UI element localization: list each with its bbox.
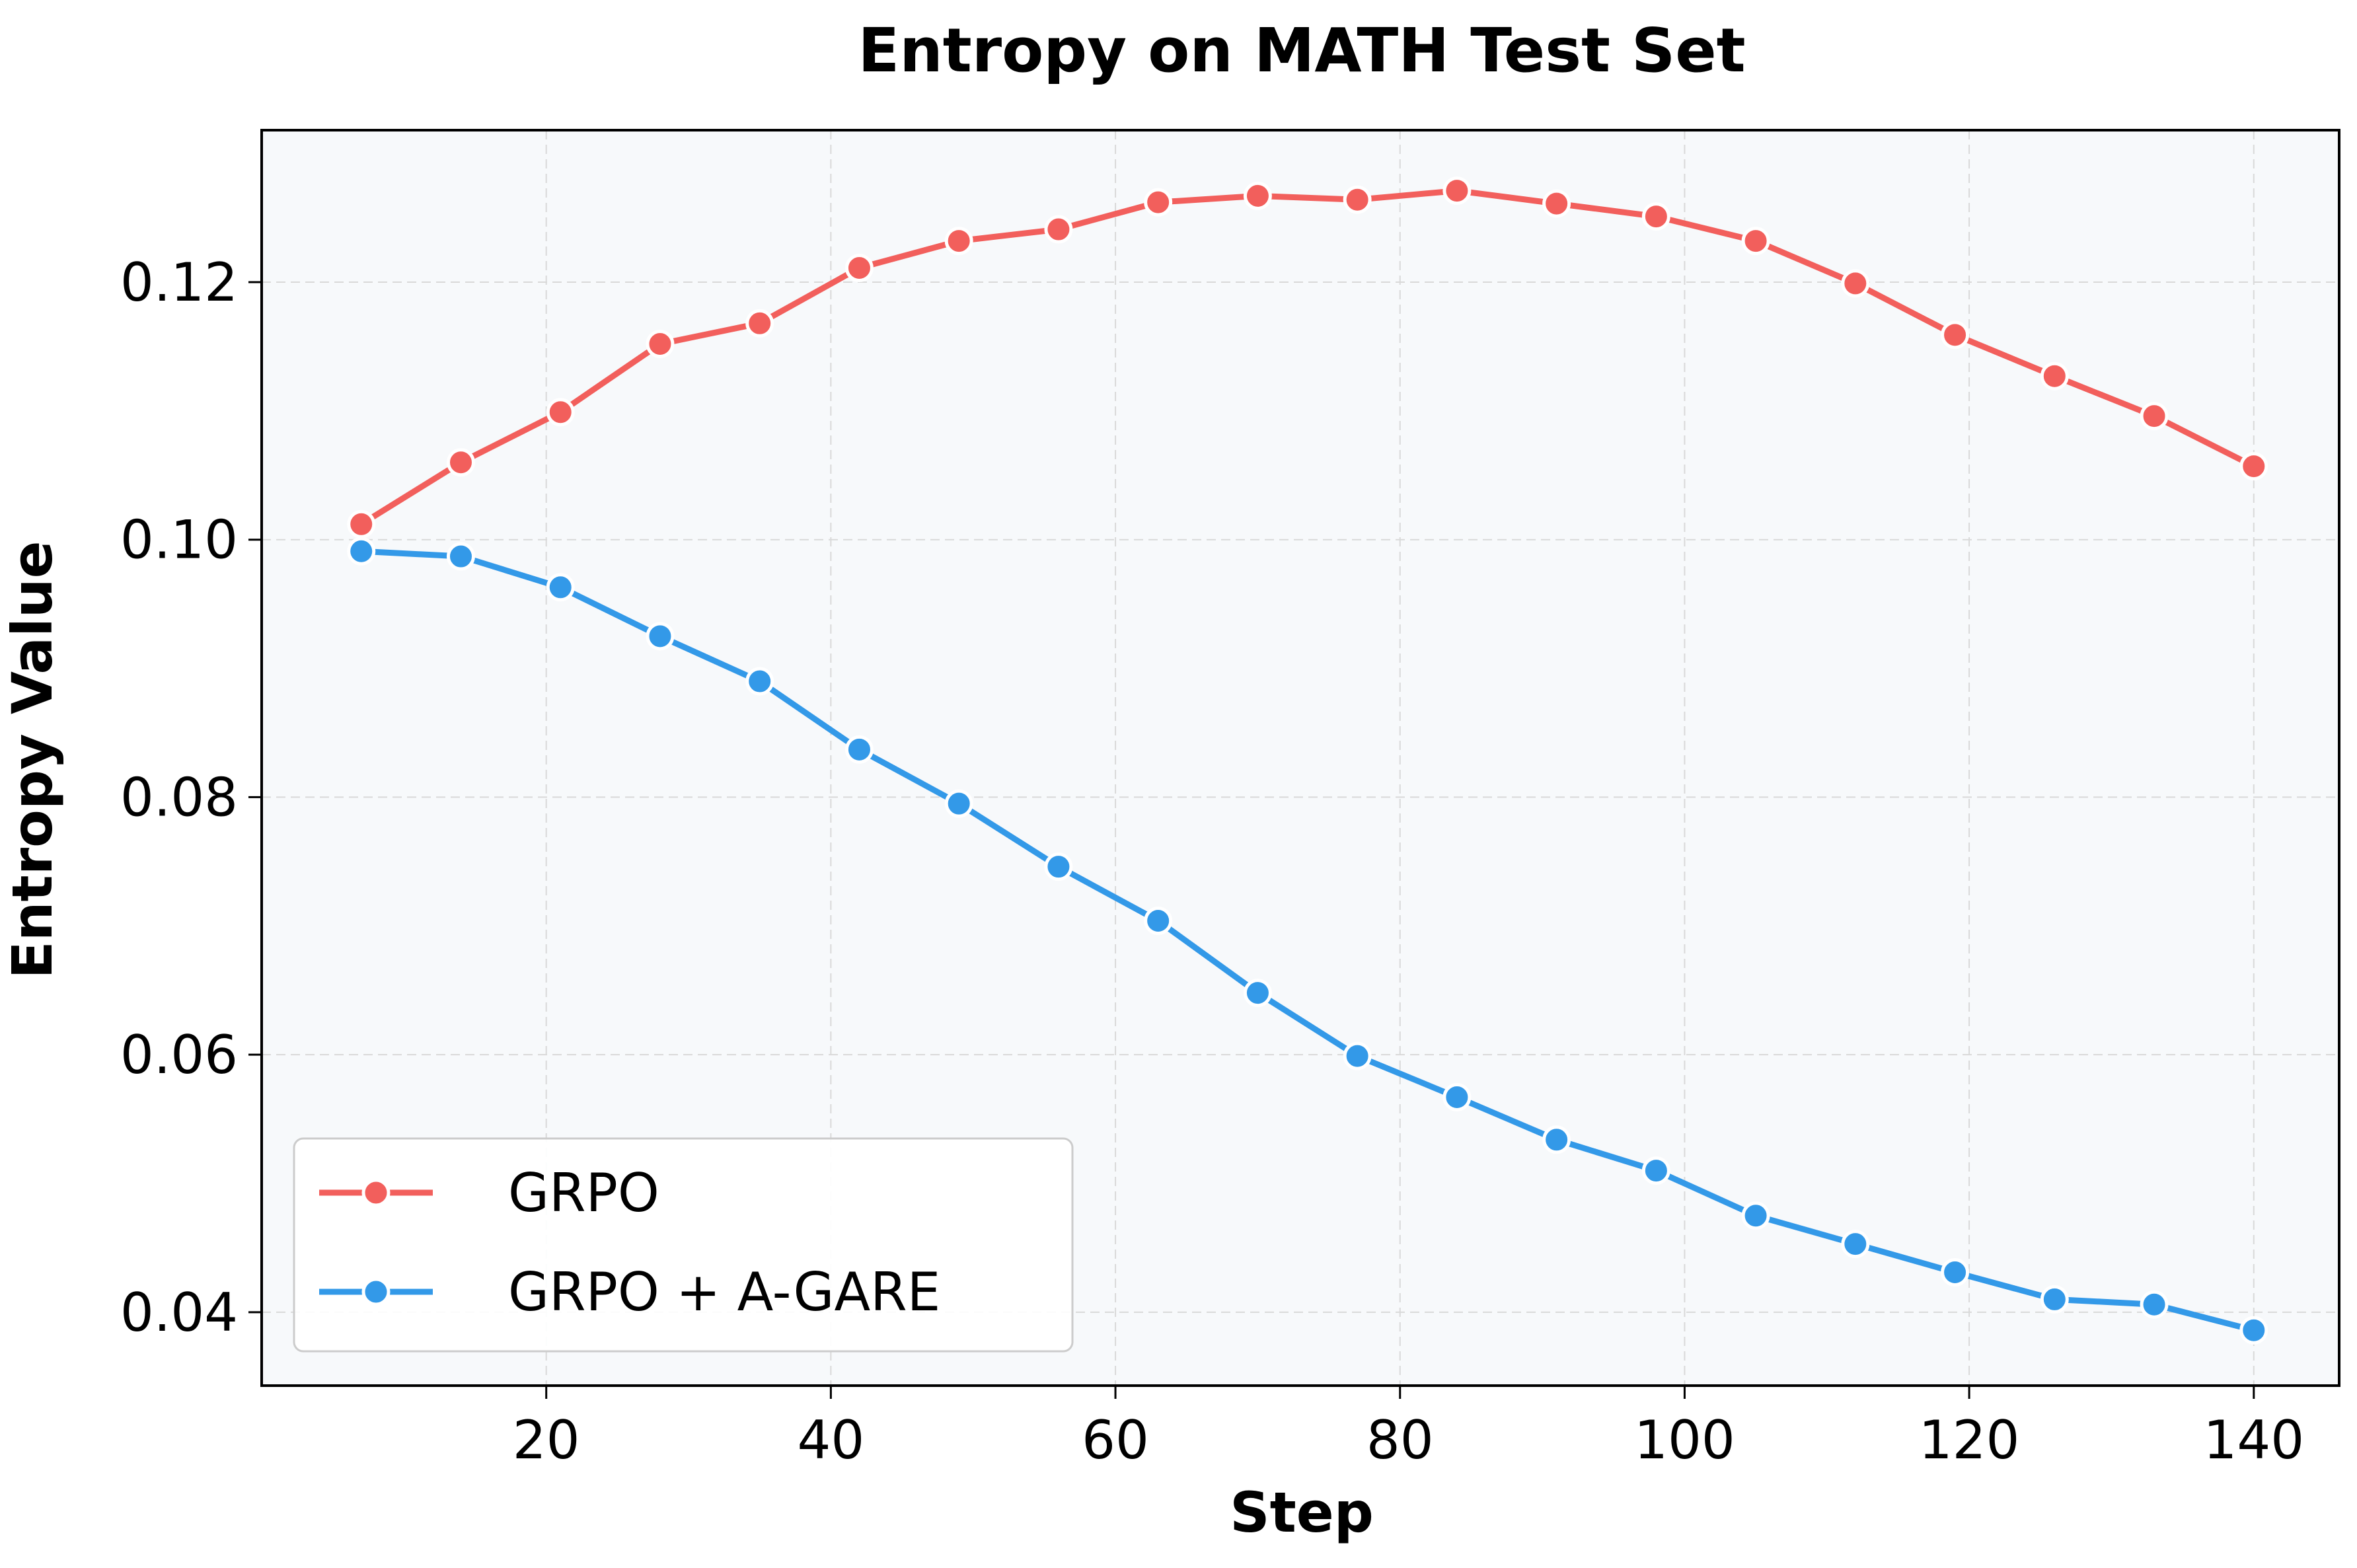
data-point: [1641, 1156, 1670, 1185]
data-point: [646, 329, 675, 358]
data-point: [2140, 402, 2169, 431]
x-tick-label: 40: [797, 1409, 864, 1471]
data-point: [446, 542, 475, 571]
plot-area: 20 40 60 80 100 120 140 0.04 0.06 0.08 0.10 0.12 GRP…: [120, 129, 2340, 1471]
data-point: [1941, 320, 1970, 350]
data-point: [1144, 907, 1173, 936]
y-tick-label: 0.04: [120, 1282, 238, 1343]
data-point: [446, 448, 475, 477]
data-point: [1741, 227, 1770, 256]
data-point: [1343, 185, 1372, 214]
x-tick-label: 140: [2203, 1409, 2304, 1471]
y-axis-label: Entropy Value: [0, 541, 65, 979]
data-point: [1442, 176, 1472, 205]
data-point: [1343, 1041, 1372, 1070]
data-point: [1941, 1258, 1970, 1287]
data-point: [347, 509, 376, 539]
data-point: [1144, 188, 1173, 217]
data-point: [944, 227, 973, 256]
data-point: [1841, 1230, 1870, 1259]
chart-title: Entropy on MATH Test Set: [858, 15, 1745, 86]
y-tick-label: 0.12: [120, 252, 238, 313]
data-point: [546, 573, 575, 602]
data-point: [2040, 361, 2069, 391]
x-tick-label: 20: [513, 1409, 580, 1471]
data-point: [2239, 1316, 2268, 1345]
x-tick-label: 120: [1919, 1409, 2020, 1471]
data-point: [347, 537, 376, 566]
data-point: [745, 667, 774, 696]
data-point: [844, 254, 874, 283]
data-point: [2239, 452, 2268, 481]
data-point: [745, 309, 774, 338]
data-point: [1044, 215, 1073, 244]
data-point: [1741, 1201, 1770, 1230]
data-point: [944, 789, 973, 818]
data-point: [1243, 181, 1272, 210]
plot-frame: [260, 129, 2340, 1387]
legend-box: [293, 1137, 1074, 1353]
x-axis-label: Step: [1230, 1480, 1374, 1545]
legend-swatch-marker: [361, 1277, 391, 1306]
data-point: [1243, 979, 1272, 1008]
legend-swatch-marker: [361, 1178, 391, 1207]
x-tick-label: 100: [1634, 1409, 1735, 1471]
data-point: [1044, 852, 1073, 881]
series-line-grpo: [358, 188, 2257, 527]
x-tick-label: 80: [1366, 1409, 1434, 1471]
series-line-grpo-a-gare: [358, 548, 2257, 1333]
data-point: [1542, 189, 1571, 218]
data-point: [2040, 1285, 2069, 1314]
data-point: [1641, 202, 1670, 231]
y-tick-label: 0.08: [120, 766, 238, 828]
data-point: [1542, 1125, 1571, 1154]
y-tick-label: 0.10: [120, 509, 238, 571]
legend-label: GRPO + A-GARE: [508, 1261, 940, 1323]
y-tick-label: 0.06: [120, 1024, 238, 1086]
data-point: [1442, 1082, 1472, 1111]
data-point: [844, 735, 874, 764]
x-tick-label: 60: [1082, 1409, 1149, 1471]
data-point: [546, 398, 575, 427]
legend-label: GRPO: [508, 1162, 659, 1224]
data-point: [2140, 1290, 2169, 1319]
data-point: [646, 622, 675, 651]
data-point: [1841, 269, 1870, 298]
